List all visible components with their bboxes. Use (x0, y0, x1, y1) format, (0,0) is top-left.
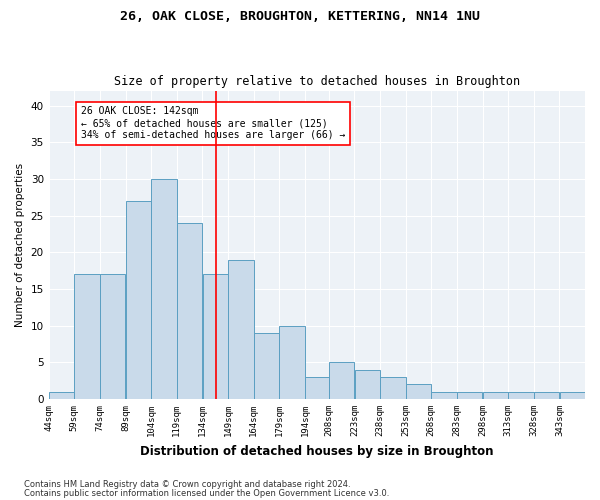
Bar (280, 326, 305, 399)
Bar (482, 392, 508, 399)
Y-axis label: Number of detached properties: Number of detached properties (15, 163, 25, 327)
Text: Contains HM Land Registry data © Crown copyright and database right 2024.: Contains HM Land Registry data © Crown c… (24, 480, 350, 489)
Text: 26 OAK CLOSE: 142sqm
← 65% of detached houses are smaller (125)
34% of semi-deta: 26 OAK CLOSE: 142sqm ← 65% of detached h… (81, 106, 345, 140)
Bar (49, 392, 74, 399)
Bar (203, 274, 228, 399)
Bar (74, 274, 100, 399)
Bar (457, 392, 482, 399)
Bar (355, 370, 380, 399)
Bar (508, 392, 533, 399)
Title: Size of property relative to detached houses in Broughton: Size of property relative to detached ho… (114, 76, 520, 88)
Bar (254, 333, 279, 399)
Bar (380, 377, 406, 399)
Bar (431, 392, 457, 399)
Bar (305, 377, 329, 399)
Bar (329, 362, 354, 399)
Bar (151, 179, 176, 399)
Bar (100, 274, 125, 399)
X-axis label: Distribution of detached houses by size in Broughton: Distribution of detached houses by size … (140, 444, 494, 458)
Bar (228, 260, 254, 399)
Bar (560, 392, 585, 399)
Bar (534, 392, 559, 399)
Bar (125, 201, 151, 399)
Bar (406, 384, 431, 399)
Text: 26, OAK CLOSE, BROUGHTON, KETTERING, NN14 1NU: 26, OAK CLOSE, BROUGHTON, KETTERING, NN1… (120, 10, 480, 23)
Text: Contains public sector information licensed under the Open Government Licence v3: Contains public sector information licen… (24, 488, 389, 498)
Bar (177, 223, 202, 399)
